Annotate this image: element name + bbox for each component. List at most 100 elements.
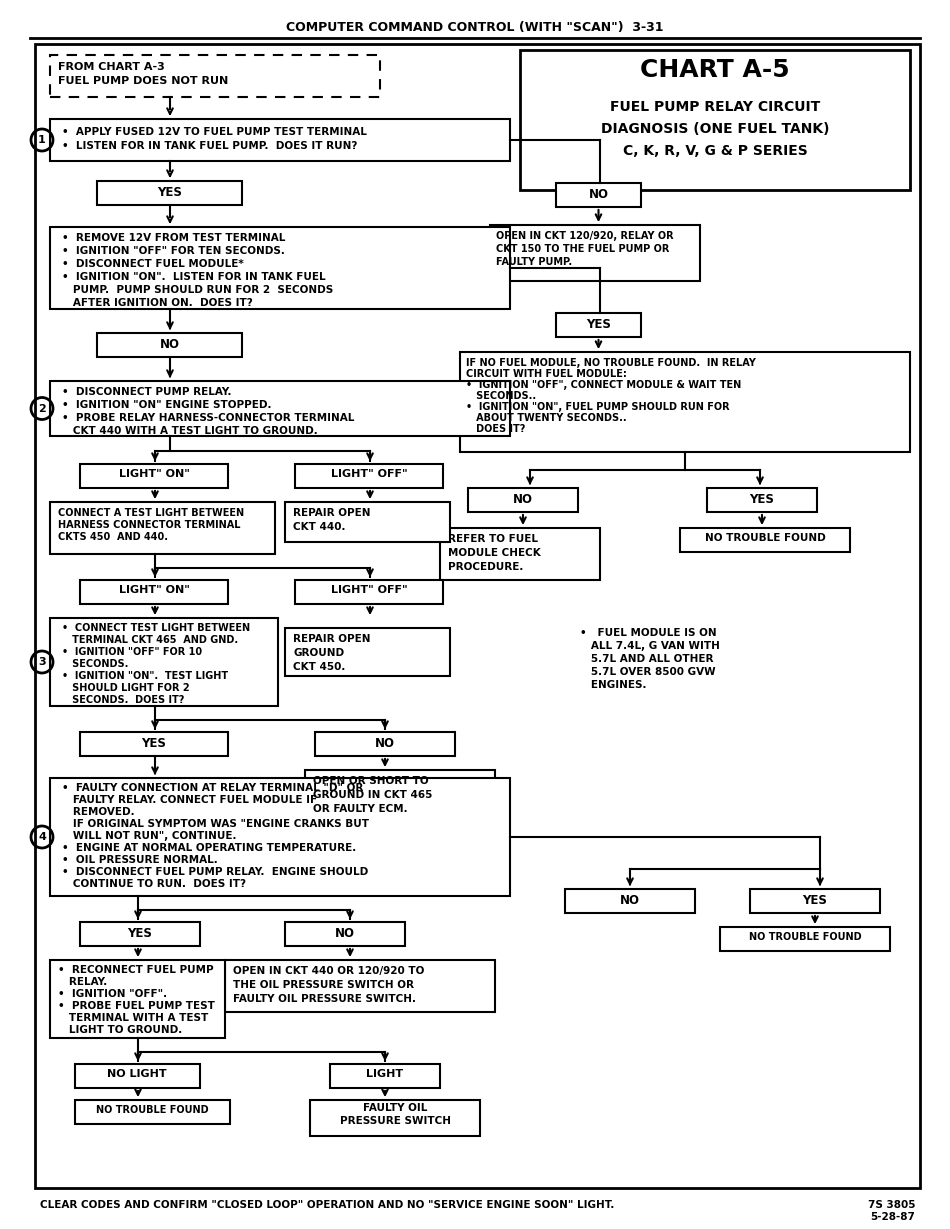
Text: CONTINUE TO RUN.  DOES IT?: CONTINUE TO RUN. DOES IT?: [62, 879, 246, 889]
Text: 7S 3805: 7S 3805: [867, 1200, 915, 1211]
Bar: [305, 771, 495, 820]
Text: GROUND: GROUND: [293, 648, 344, 658]
Text: YES: YES: [142, 737, 166, 750]
Bar: [310, 1100, 480, 1136]
Text: RELAY.: RELAY.: [58, 977, 107, 987]
Text: PROCEDURE.: PROCEDURE.: [448, 562, 523, 571]
Bar: [75, 1064, 200, 1088]
Text: •  PROBE RELAY HARNESS-CONNECTOR TERMINAL: • PROBE RELAY HARNESS-CONNECTOR TERMINAL: [62, 413, 354, 423]
Text: YES: YES: [157, 186, 182, 199]
Text: CKT 450.: CKT 450.: [293, 662, 346, 672]
Text: •  ENGINE AT NORMAL OPERATING TEMPERATURE.: • ENGINE AT NORMAL OPERATING TEMPERATURE…: [62, 843, 356, 853]
Text: NO: NO: [588, 188, 609, 202]
Text: CKTS 450  AND 440.: CKTS 450 AND 440.: [58, 532, 168, 542]
Text: SECONDS.  DOES IT?: SECONDS. DOES IT?: [62, 696, 184, 705]
Text: NO TROUBLE FOUND: NO TROUBLE FOUND: [705, 533, 826, 543]
Bar: [225, 960, 495, 1011]
Bar: [440, 528, 600, 580]
Text: ABOUT TWENTY SECONDS..: ABOUT TWENTY SECONDS..: [466, 413, 627, 423]
Bar: [80, 465, 228, 488]
Text: •  LISTEN FOR IN TANK FUEL PUMP.  DOES IT RUN?: • LISTEN FOR IN TANK FUEL PUMP. DOES IT …: [62, 141, 357, 151]
Text: CKT 440 WITH A TEST LIGHT TO GROUND.: CKT 440 WITH A TEST LIGHT TO GROUND.: [62, 426, 317, 436]
Text: COMPUTER COMMAND CONTROL (WITH "SCAN")  3-31: COMPUTER COMMAND CONTROL (WITH "SCAN") 3…: [286, 21, 664, 34]
Text: OR FAULTY ECM.: OR FAULTY ECM.: [313, 804, 408, 814]
Bar: [285, 922, 405, 946]
Text: SHOULD LIGHT FOR 2: SHOULD LIGHT FOR 2: [62, 683, 190, 693]
Text: •  RECONNECT FUEL PUMP: • RECONNECT FUEL PUMP: [58, 965, 214, 975]
Text: 5-28-87: 5-28-87: [870, 1212, 915, 1222]
Text: YES: YES: [750, 493, 774, 506]
Text: NO: NO: [375, 737, 395, 750]
Text: LIGHT" ON": LIGHT" ON": [119, 469, 189, 479]
Text: LIGHT" OFF": LIGHT" OFF": [331, 585, 408, 595]
Text: NO TROUBLE FOUND: NO TROUBLE FOUND: [749, 932, 862, 941]
Text: NO: NO: [620, 893, 640, 907]
Text: LIGHT: LIGHT: [367, 1069, 404, 1079]
Text: •  CONNECT TEST LIGHT BETWEEN: • CONNECT TEST LIGHT BETWEEN: [62, 623, 250, 633]
Bar: [295, 580, 443, 603]
Text: PUMP.  PUMP SHOULD RUN FOR 2  SECONDS: PUMP. PUMP SHOULD RUN FOR 2 SECONDS: [62, 285, 333, 295]
Text: CIRCUIT WITH FUEL MODULE:: CIRCUIT WITH FUEL MODULE:: [466, 369, 627, 379]
Text: •  IGNITION "OFF".: • IGNITION "OFF".: [58, 989, 167, 999]
Bar: [556, 183, 641, 206]
Text: •  IGNITION "ON".  TEST LIGHT: • IGNITION "ON". TEST LIGHT: [62, 671, 228, 681]
Text: NO: NO: [160, 338, 180, 351]
Bar: [565, 889, 695, 913]
Bar: [285, 501, 450, 542]
Text: 2: 2: [38, 403, 46, 413]
Text: TERMINAL CKT 465  AND GND.: TERMINAL CKT 465 AND GND.: [62, 635, 238, 645]
Text: REMOVED.: REMOVED.: [62, 807, 135, 817]
Bar: [50, 381, 510, 436]
Bar: [520, 50, 910, 190]
Bar: [50, 55, 380, 97]
Bar: [556, 313, 641, 337]
Text: CLEAR CODES AND CONFIRM "CLOSED LOOP" OPERATION AND NO "SERVICE ENGINE SOON" LIG: CLEAR CODES AND CONFIRM "CLOSED LOOP" OP…: [40, 1200, 615, 1211]
Text: ENGINES.: ENGINES.: [580, 680, 647, 689]
Bar: [97, 333, 242, 356]
Text: FAULTY PUMP.: FAULTY PUMP.: [496, 257, 572, 267]
Text: LIGHT TO GROUND.: LIGHT TO GROUND.: [58, 1025, 182, 1035]
Text: •  FAULTY CONNECTION AT RELAY TERMINAL "D" OR: • FAULTY CONNECTION AT RELAY TERMINAL "D…: [62, 783, 363, 793]
Bar: [80, 922, 200, 946]
Text: IF ORIGINAL SYMPTOM WAS "ENGINE CRANKS BUT: IF ORIGINAL SYMPTOM WAS "ENGINE CRANKS B…: [62, 819, 369, 830]
Bar: [50, 618, 278, 705]
Bar: [50, 227, 510, 308]
Text: •  IGNITION "OFF", CONNECT MODULE & WAIT TEN: • IGNITION "OFF", CONNECT MODULE & WAIT …: [466, 380, 741, 390]
Text: DIAGNOSIS (ONE FUEL TANK): DIAGNOSIS (ONE FUEL TANK): [600, 122, 829, 136]
Text: NO LIGHT: NO LIGHT: [107, 1069, 167, 1079]
Text: •  IGNITION "ON" ENGINE STOPPED.: • IGNITION "ON" ENGINE STOPPED.: [62, 399, 272, 410]
Text: •  DISCONNECT FUEL PUMP RELAY.  ENGINE SHOULD: • DISCONNECT FUEL PUMP RELAY. ENGINE SHO…: [62, 866, 369, 878]
Text: CKT 440.: CKT 440.: [293, 522, 346, 532]
Text: •  PROBE FUEL PUMP TEST: • PROBE FUEL PUMP TEST: [58, 1000, 215, 1011]
Text: CHART A-5: CHART A-5: [640, 58, 789, 82]
Text: LIGHT" OFF": LIGHT" OFF": [331, 469, 408, 479]
Text: FAULTY OIL PRESSURE SWITCH.: FAULTY OIL PRESSURE SWITCH.: [233, 994, 416, 1004]
Bar: [80, 732, 228, 756]
Text: YES: YES: [586, 318, 611, 331]
Text: CKT 150 TO THE FUEL PUMP OR: CKT 150 TO THE FUEL PUMP OR: [496, 245, 670, 254]
Text: OPEN IN CKT 120/920, RELAY OR: OPEN IN CKT 120/920, RELAY OR: [496, 231, 674, 241]
Text: OPEN IN CKT 440 OR 120/920 TO: OPEN IN CKT 440 OR 120/920 TO: [233, 966, 425, 976]
Text: REPAIR OPEN: REPAIR OPEN: [293, 634, 371, 644]
Text: SECONDS.: SECONDS.: [62, 659, 128, 669]
Bar: [468, 488, 578, 512]
Text: 4: 4: [38, 832, 46, 842]
Text: GROUND IN CKT 465: GROUND IN CKT 465: [313, 790, 432, 800]
Text: FAULTY RELAY. CONNECT FUEL MODULE IF: FAULTY RELAY. CONNECT FUEL MODULE IF: [62, 795, 317, 805]
Text: •  DISCONNECT PUMP RELAY.: • DISCONNECT PUMP RELAY.: [62, 387, 232, 397]
Bar: [50, 501, 275, 554]
Text: WILL NOT RUN", CONTINUE.: WILL NOT RUN", CONTINUE.: [62, 831, 237, 841]
Text: REFER TO FUEL: REFER TO FUEL: [448, 533, 538, 544]
Text: 5.7L AND ALL OTHER: 5.7L AND ALL OTHER: [580, 654, 713, 664]
Bar: [490, 225, 700, 281]
Bar: [50, 960, 225, 1039]
Text: •  APPLY FUSED 12V TO FUEL PUMP TEST TERMINAL: • APPLY FUSED 12V TO FUEL PUMP TEST TERM…: [62, 127, 367, 136]
Bar: [295, 465, 443, 488]
Bar: [330, 1064, 440, 1088]
Text: DOES IT?: DOES IT?: [466, 424, 525, 434]
Text: FAULTY OIL: FAULTY OIL: [363, 1102, 428, 1113]
Text: MODULE CHECK: MODULE CHECK: [448, 548, 541, 558]
Text: SECONDS..: SECONDS..: [466, 391, 536, 401]
Text: NO: NO: [335, 927, 355, 940]
Text: FUEL PUMP RELAY CIRCUIT: FUEL PUMP RELAY CIRCUIT: [610, 100, 820, 114]
